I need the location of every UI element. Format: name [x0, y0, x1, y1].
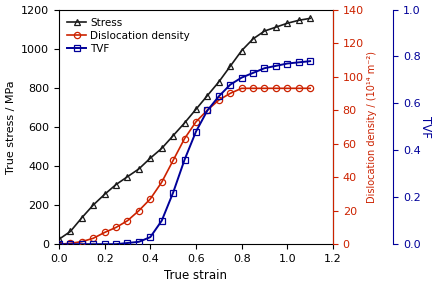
- Dislocation density: [91, 236, 96, 240]
- Stress: [102, 193, 107, 196]
- Dislocation density: [296, 87, 301, 90]
- TVF: [262, 67, 267, 70]
- TVF: [68, 242, 73, 246]
- Line: TVF: TVF: [56, 58, 313, 247]
- Dislocation density: [56, 242, 62, 246]
- Line: Dislocation density: Dislocation density: [56, 85, 313, 247]
- Dislocation density: [148, 197, 153, 201]
- Stress: [159, 147, 164, 150]
- TVF: [228, 83, 233, 86]
- Stress: [113, 183, 119, 186]
- TVF: [216, 95, 222, 98]
- Dislocation density: [113, 226, 119, 229]
- X-axis label: True strain: True strain: [164, 270, 227, 283]
- Dislocation density: [125, 219, 130, 222]
- TVF: [273, 64, 278, 68]
- Stress: [79, 216, 84, 219]
- Dislocation density: [193, 120, 198, 124]
- Stress: [273, 25, 278, 29]
- Y-axis label: Dislocation density / (10¹⁴ m⁻²): Dislocation density / (10¹⁴ m⁻²): [367, 51, 377, 203]
- Y-axis label: True stress / MPa: True stress / MPa: [6, 80, 16, 174]
- Stress: [216, 80, 222, 84]
- TVF: [56, 242, 62, 246]
- Line: Stress: Stress: [56, 15, 313, 242]
- TVF: [148, 235, 153, 239]
- Dislocation density: [159, 181, 164, 184]
- Stress: [56, 238, 62, 241]
- TVF: [308, 59, 313, 63]
- Stress: [182, 121, 187, 125]
- Stress: [125, 175, 130, 179]
- Dislocation density: [285, 87, 290, 90]
- Stress: [68, 230, 73, 233]
- Dislocation density: [102, 231, 107, 234]
- TVF: [239, 76, 244, 79]
- TVF: [159, 219, 164, 222]
- Stress: [193, 107, 198, 111]
- Dislocation density: [239, 87, 244, 90]
- TVF: [193, 130, 198, 133]
- TVF: [250, 71, 256, 75]
- Stress: [262, 29, 267, 33]
- Stress: [250, 37, 256, 41]
- TVF: [91, 242, 96, 246]
- Dislocation density: [250, 87, 256, 90]
- TVF: [102, 242, 107, 246]
- Stress: [228, 65, 233, 68]
- Stress: [285, 22, 290, 25]
- Dislocation density: [136, 209, 142, 212]
- Dislocation density: [262, 87, 267, 90]
- TVF: [182, 158, 187, 162]
- TVF: [79, 242, 84, 246]
- Dislocation density: [273, 87, 278, 90]
- Stress: [205, 94, 210, 97]
- TVF: [205, 109, 210, 112]
- TVF: [136, 240, 142, 244]
- Dislocation density: [205, 108, 210, 112]
- Stress: [239, 49, 244, 52]
- TVF: [296, 60, 301, 64]
- Dislocation density: [68, 242, 73, 245]
- Dislocation density: [182, 137, 187, 140]
- Stress: [91, 203, 96, 207]
- Dislocation density: [79, 240, 84, 243]
- TVF: [170, 191, 176, 194]
- TVF: [285, 62, 290, 65]
- TVF: [125, 241, 130, 245]
- Stress: [308, 17, 313, 20]
- Y-axis label: TVF: TVF: [419, 116, 432, 138]
- Dislocation density: [228, 92, 233, 95]
- Stress: [148, 156, 153, 160]
- Dislocation density: [216, 98, 222, 102]
- Legend: Stress, Dislocation density, TVF: Stress, Dislocation density, TVF: [64, 15, 193, 57]
- Stress: [296, 19, 301, 22]
- TVF: [113, 242, 119, 246]
- Stress: [170, 134, 176, 137]
- Dislocation density: [170, 159, 176, 162]
- Dislocation density: [308, 87, 313, 90]
- Stress: [136, 167, 142, 170]
